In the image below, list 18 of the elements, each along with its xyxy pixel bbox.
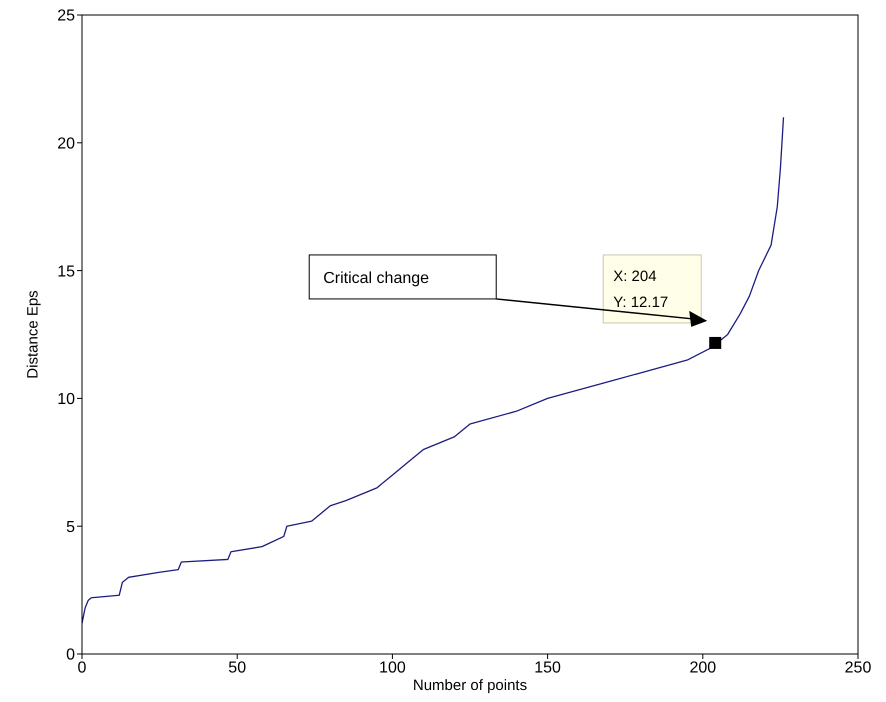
y-tick-label: 10 [57,391,76,408]
x-tick-label: 0 [78,659,87,676]
x-axis-title: Number of points [412,677,528,694]
line-series [82,116,784,624]
x-tick-label: 100 [379,659,406,676]
annotation: X: 204 [613,268,657,285]
annotation: Y: 12.17 [613,294,668,311]
x-tick-label: 50 [228,659,246,676]
annotation: Critical change [323,270,430,287]
y-tick-label: 15 [57,263,76,280]
y-tick-label: 0 [66,646,76,664]
y-tick-label: 5 [66,518,76,536]
x-tick-label: 150 [534,659,562,676]
y-axis-title: Distance Eps [24,290,42,379]
x-tick-label: 200 [689,659,716,676]
y-tick-label: 25 [57,8,76,25]
x-tick-label: 250 [844,659,872,676]
y-tick-label: 20 [57,135,76,152]
